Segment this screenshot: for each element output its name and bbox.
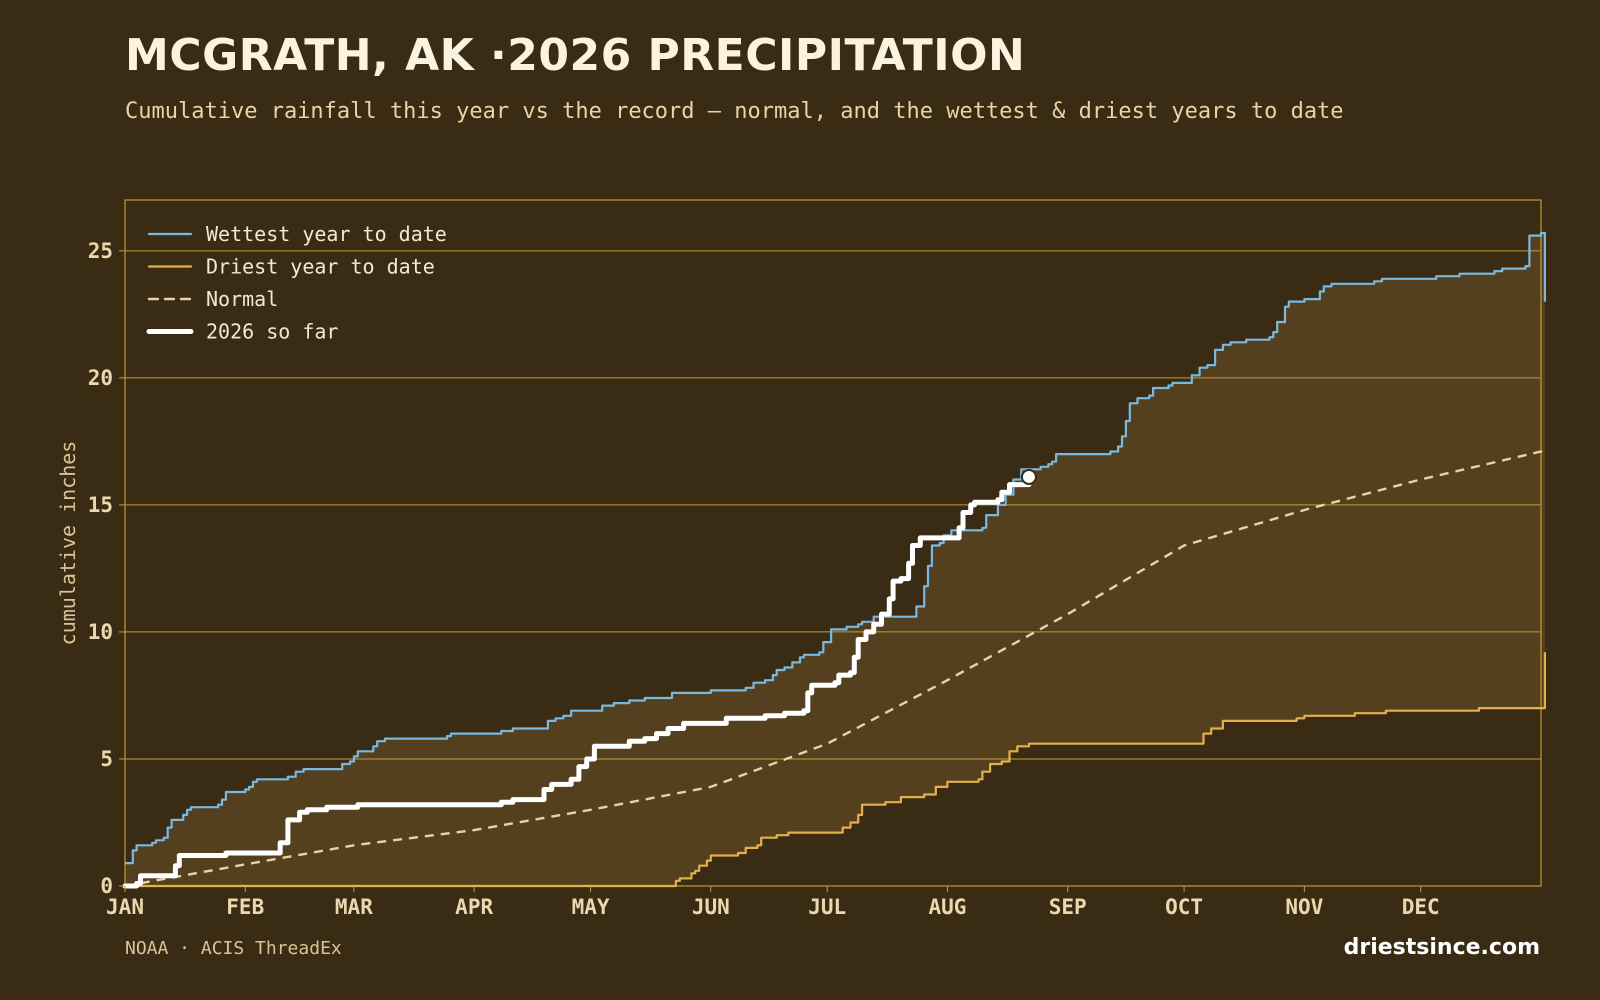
- brand-link[interactable]: driestsince.com: [1343, 935, 1540, 960]
- x-tick-label: JUL: [808, 895, 846, 919]
- y-axis-label: cumulative inches: [56, 441, 80, 646]
- y-tick-label: 15: [88, 493, 113, 517]
- data-source: NOAA · ACIS ThreadEx: [125, 938, 342, 959]
- y-tick-label: 0: [100, 874, 113, 898]
- x-tick-label: AUG: [928, 895, 966, 919]
- driest-year-line: [125, 652, 1546, 888]
- plot-frame: [124, 199, 1542, 887]
- y-tick-label: 10: [88, 620, 113, 644]
- current-year-endpoint: [1020, 468, 1037, 485]
- wettest-driest-range-band: [125, 233, 1545, 886]
- current-year-line: [122, 474, 1032, 889]
- x-tick-label: OCT: [1165, 895, 1203, 919]
- wettest-year-line: [125, 231, 1546, 865]
- x-tick-label: MAY: [572, 895, 610, 919]
- y-tick-label: 5: [100, 747, 113, 771]
- chart-subtitle: Cumulative rainfall this year vs the rec…: [125, 99, 1344, 124]
- x-tick-label: JUN: [692, 895, 730, 919]
- x-tick-label: DEC: [1402, 895, 1440, 919]
- legend-label-wettest: Wettest year to date: [206, 222, 447, 246]
- normal-line: [124, 450, 1546, 888]
- x-tick-label: NOV: [1285, 895, 1323, 919]
- x-tick-label: FEB: [226, 895, 264, 919]
- x-tick-label: JAN: [106, 895, 144, 919]
- x-tick-label: MAR: [335, 895, 373, 919]
- y-tick-label: 25: [88, 239, 113, 263]
- x-tick-label: APR: [455, 895, 493, 919]
- legend-label-current: 2026 so far: [206, 320, 338, 344]
- chart-title: MCGRATH, AK ·2026 PRECIPITATION: [125, 30, 1026, 81]
- y-tick-label: 20: [88, 366, 113, 390]
- legend-label-driest: Driest year to date: [206, 255, 435, 279]
- x-tick-label: SEP: [1049, 895, 1087, 919]
- legend-label-normal: Normal: [206, 287, 278, 311]
